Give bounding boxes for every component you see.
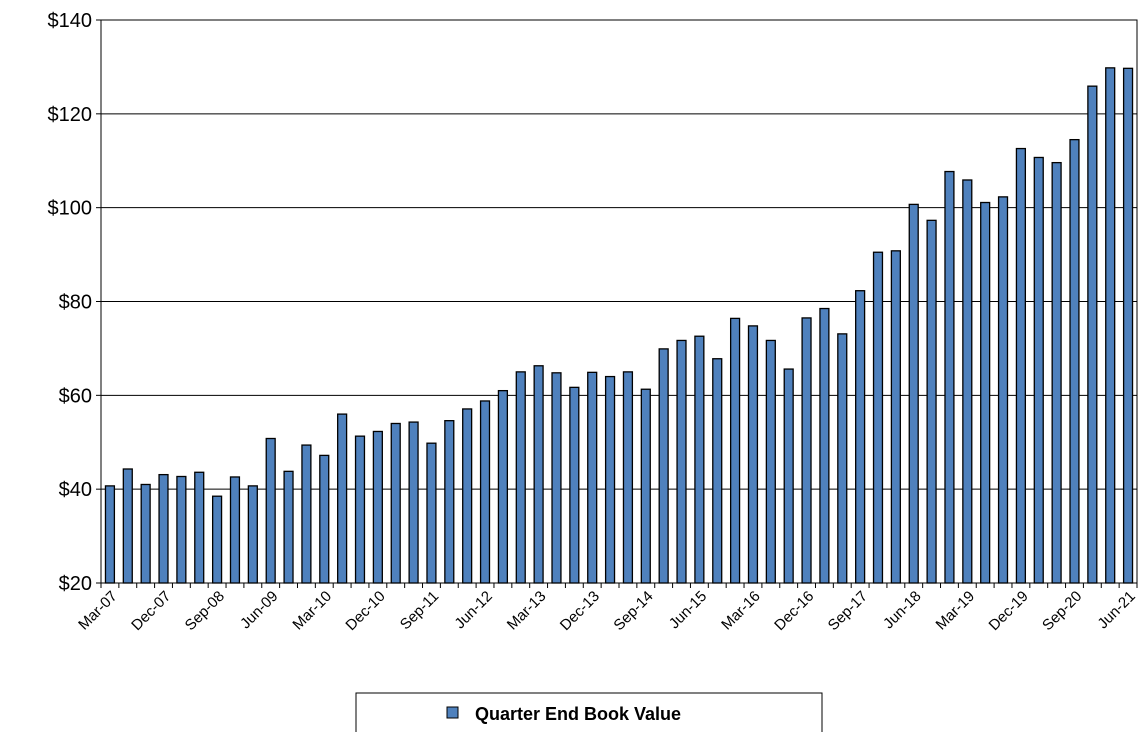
bar <box>497 389 509 584</box>
bar <box>1069 138 1080 584</box>
bar <box>872 251 884 584</box>
x-tick-label: Mar-16 <box>718 588 764 634</box>
bar <box>1122 67 1134 584</box>
bar <box>1087 85 1098 584</box>
bar <box>658 348 669 584</box>
bar <box>426 442 437 584</box>
bar <box>926 219 937 584</box>
x-tick-label: Jun-21 <box>1094 588 1138 632</box>
bar <box>801 317 812 584</box>
bar <box>765 339 776 584</box>
legend-box <box>355 692 823 732</box>
x-tick-label: Sep-17 <box>825 588 871 634</box>
bar <box>676 339 687 584</box>
x-axis-ticks <box>100 583 1138 588</box>
bar <box>211 495 223 584</box>
x-tick-label: Jun-15 <box>666 588 710 632</box>
legend-swatch <box>446 706 459 719</box>
bar <box>479 400 491 584</box>
bar <box>640 388 651 584</box>
bar <box>819 307 830 584</box>
bar <box>551 372 562 584</box>
y-tick-label: $140 <box>48 10 93 32</box>
bar <box>890 250 901 584</box>
x-tick-label: Sep-14 <box>610 588 656 634</box>
bars <box>104 67 1134 584</box>
bar <box>908 203 919 584</box>
bar <box>747 325 759 584</box>
bar <box>569 386 580 584</box>
bar <box>980 201 991 584</box>
bar <box>265 437 276 584</box>
x-tick-label: Dec-19 <box>986 588 1032 634</box>
bar <box>444 420 455 584</box>
x-tick-label: Dec-10 <box>342 588 388 634</box>
bar <box>1051 161 1062 584</box>
bar <box>515 371 526 584</box>
x-tick-label: Dec-07 <box>128 588 174 634</box>
bar <box>301 444 312 584</box>
bar <box>694 335 705 584</box>
y-tick-label: $80 <box>59 292 92 314</box>
bar <box>587 371 598 584</box>
bar <box>1033 156 1044 584</box>
y-tick-label: $20 <box>59 573 92 595</box>
bar <box>176 475 187 584</box>
x-tick-label: Sep-11 <box>397 588 442 633</box>
y-tick-label: $120 <box>48 104 93 126</box>
bar <box>390 422 401 584</box>
bar <box>319 454 330 584</box>
y-tick-label: $60 <box>59 385 92 407</box>
bar <box>1105 67 1116 584</box>
bar <box>944 170 955 584</box>
bar <box>337 413 348 584</box>
bar <box>140 483 151 584</box>
legend: Quarter End Book Value <box>355 692 823 732</box>
bar <box>462 408 473 584</box>
bar <box>712 358 723 584</box>
bar <box>104 485 116 584</box>
bar <box>158 473 169 584</box>
y-tick-label: $100 <box>48 198 93 220</box>
bar <box>962 179 973 584</box>
y-tick-label: $40 <box>59 479 92 501</box>
x-axis-labels: Mar-07 Dec-07 Sep-08 Jun-09 Mar-10 Dec-10 Sep-… <box>75 588 1139 634</box>
bar <box>194 471 205 584</box>
bar <box>622 371 634 584</box>
bar <box>855 290 866 584</box>
bar <box>283 470 294 584</box>
bar <box>783 368 794 584</box>
bar <box>729 317 741 584</box>
x-tick-label: Mar-19 <box>933 588 979 634</box>
bar <box>837 333 848 584</box>
bar <box>1015 147 1027 584</box>
x-tick-label: Mar-10 <box>289 588 335 634</box>
bar <box>372 430 383 584</box>
x-tick-label: Jun-09 <box>237 588 281 632</box>
x-tick-label: Sep-08 <box>182 588 228 634</box>
bar <box>247 485 258 584</box>
x-tick-label: Dec-16 <box>771 588 817 634</box>
x-tick-label: Dec-13 <box>557 588 603 634</box>
bar <box>354 435 366 584</box>
bar <box>533 365 544 584</box>
bar <box>229 476 241 584</box>
bar <box>604 375 616 584</box>
x-tick-label: Jun-18 <box>880 588 924 632</box>
x-tick-label: Sep-20 <box>1039 588 1085 634</box>
bar <box>408 421 419 584</box>
bar <box>122 468 133 584</box>
x-tick-label: Mar-13 <box>504 588 550 634</box>
y-axis-labels: $20 $40 $60 $80 $100 $120 $140 <box>48 10 101 595</box>
legend-label: Quarter End Book Value <box>475 704 681 724</box>
x-tick-label: Jun-12 <box>451 588 495 632</box>
bar <box>997 196 1009 584</box>
